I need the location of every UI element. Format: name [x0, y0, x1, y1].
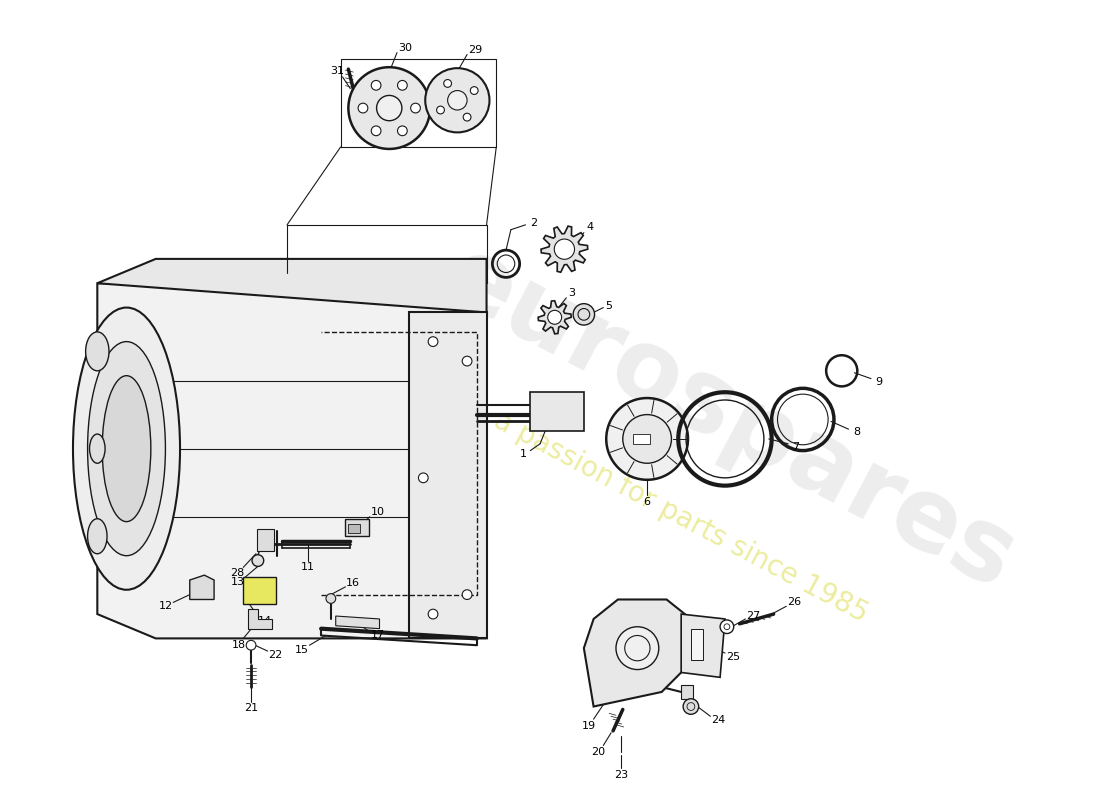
Circle shape	[252, 554, 264, 566]
Polygon shape	[681, 614, 725, 678]
Text: 12: 12	[158, 602, 173, 611]
Polygon shape	[190, 575, 214, 599]
Circle shape	[376, 95, 402, 121]
Text: 29: 29	[468, 45, 482, 54]
Polygon shape	[584, 599, 691, 706]
Circle shape	[462, 356, 472, 366]
Ellipse shape	[89, 434, 106, 463]
Text: 3: 3	[569, 288, 575, 298]
Circle shape	[426, 68, 490, 132]
Text: 20: 20	[592, 747, 605, 758]
Text: 7: 7	[792, 442, 800, 452]
Bar	[243, 577, 276, 604]
Circle shape	[428, 337, 438, 346]
Ellipse shape	[86, 332, 109, 371]
Text: 16: 16	[346, 578, 360, 588]
Polygon shape	[538, 301, 571, 334]
Polygon shape	[409, 313, 486, 638]
Circle shape	[359, 103, 367, 113]
Ellipse shape	[102, 376, 151, 522]
Bar	[257, 530, 274, 551]
Text: 10: 10	[371, 507, 385, 517]
Ellipse shape	[88, 342, 165, 556]
Circle shape	[448, 90, 468, 110]
Circle shape	[720, 620, 734, 634]
Polygon shape	[336, 616, 380, 629]
Circle shape	[554, 239, 574, 259]
Text: 18: 18	[231, 640, 245, 650]
Circle shape	[326, 594, 336, 603]
Circle shape	[616, 626, 659, 670]
Circle shape	[471, 86, 478, 94]
Text: eurospares: eurospares	[428, 228, 1032, 610]
Text: a passion for parts since 1985: a passion for parts since 1985	[490, 406, 873, 628]
Text: 19: 19	[582, 721, 596, 731]
Text: 28: 28	[230, 568, 244, 578]
Circle shape	[397, 81, 407, 90]
Polygon shape	[249, 610, 273, 629]
Circle shape	[349, 67, 430, 149]
Circle shape	[428, 610, 438, 619]
Bar	[681, 685, 693, 698]
Ellipse shape	[88, 518, 107, 554]
Circle shape	[623, 414, 671, 463]
Bar	[530, 392, 584, 431]
Text: 23: 23	[614, 770, 628, 780]
Text: 9: 9	[876, 377, 882, 386]
Circle shape	[246, 640, 256, 650]
Text: 27: 27	[746, 611, 760, 621]
Bar	[345, 518, 368, 536]
Ellipse shape	[73, 307, 180, 590]
Text: 15: 15	[295, 645, 309, 655]
Circle shape	[410, 103, 420, 113]
Circle shape	[548, 310, 562, 324]
Text: 22: 22	[268, 650, 283, 660]
Bar	[632, 434, 650, 444]
Circle shape	[683, 698, 698, 714]
Text: 14: 14	[257, 616, 272, 626]
Circle shape	[437, 106, 444, 114]
Text: 5: 5	[606, 301, 613, 310]
Circle shape	[371, 81, 381, 90]
Circle shape	[462, 590, 472, 599]
Text: 13: 13	[230, 577, 244, 587]
Polygon shape	[97, 259, 486, 313]
Circle shape	[573, 304, 595, 325]
Text: 21: 21	[244, 703, 258, 714]
Circle shape	[418, 473, 428, 482]
Polygon shape	[97, 283, 486, 638]
Bar	[349, 523, 360, 534]
Circle shape	[606, 398, 688, 480]
Circle shape	[463, 114, 471, 121]
Text: 31: 31	[330, 66, 343, 76]
Text: 1: 1	[520, 450, 527, 459]
Text: 4: 4	[586, 222, 593, 232]
Circle shape	[397, 126, 407, 136]
Polygon shape	[541, 226, 587, 272]
Text: 17: 17	[371, 630, 385, 641]
Bar	[691, 629, 703, 660]
Text: 24: 24	[711, 715, 725, 725]
Circle shape	[371, 126, 381, 136]
Text: 8: 8	[852, 427, 860, 437]
Text: 6: 6	[644, 497, 650, 507]
Text: 30: 30	[398, 42, 411, 53]
Text: 25: 25	[726, 652, 740, 662]
Text: 11: 11	[300, 562, 315, 572]
Text: 2: 2	[530, 218, 537, 228]
Text: 26: 26	[786, 598, 801, 607]
Circle shape	[443, 79, 451, 87]
